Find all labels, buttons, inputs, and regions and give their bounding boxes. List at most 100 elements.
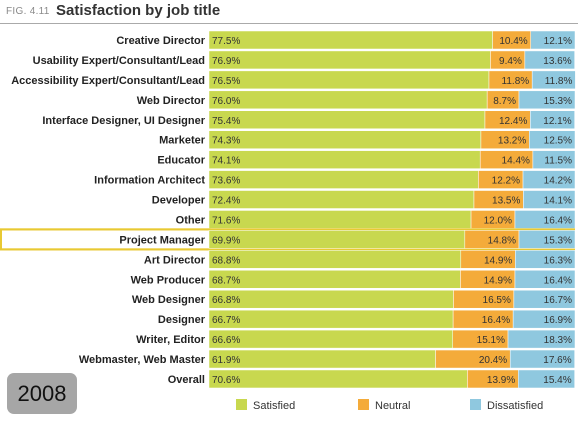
value-label-dissatisfied-overall: 15.4% (543, 375, 571, 386)
bar-satisfied-web-designer (208, 289, 454, 309)
figure-label: FIG. 4.11 (6, 6, 50, 17)
legend-swatch-satisfied (236, 399, 247, 410)
bar-dissatisfied-marketer (529, 130, 576, 149)
bar-satisfied-writer-editor (208, 329, 454, 349)
bar-satisfied-other (208, 210, 472, 229)
value-label-dissatisfied-art-director: 16.3% (544, 255, 572, 266)
value-label-neutral-interface-designer-ui-designer: 12.4% (499, 116, 527, 127)
category-label-interface-designer-ui-designer: Interface Designer, UI Designer (42, 115, 205, 127)
bar-dissatisfied-webmaster-web-master (509, 349, 575, 369)
value-label-satisfied-usability-expert-consultant-lead: 76.9% (212, 56, 240, 67)
bar-satisfied-creative-director (208, 30, 493, 50)
bar-dissatisfied-interface-designer-ui-designer (530, 110, 575, 130)
category-label-designer: Designer (158, 314, 206, 326)
value-label-neutral-web-designer: 16.5% (483, 295, 511, 306)
bar-satisfied-project-manager (208, 230, 466, 249)
bar-dissatisfied-web-director (518, 90, 576, 110)
value-label-satisfied-web-designer: 66.8% (212, 295, 240, 306)
category-label-webmaster-web-master: Webmaster, Web Master (79, 354, 206, 366)
value-label-dissatisfied-usability-expert-consultant-lead: 13.6% (543, 56, 571, 67)
legend-swatch-neutral (358, 399, 369, 410)
legend-label-neutral: Neutral (375, 400, 410, 412)
value-label-neutral-overall: 13.9% (487, 375, 515, 386)
value-label-dissatisfied-other: 16.4% (544, 215, 572, 226)
value-label-dissatisfied-creative-director: 12.1% (544, 36, 572, 47)
value-label-neutral-developer: 13.5% (492, 196, 520, 207)
bar-dissatisfied-art-director (515, 250, 576, 269)
value-label-neutral-web-director: 8.7% (493, 96, 516, 107)
value-label-neutral-creative-director: 10.4% (499, 36, 527, 47)
bar-satisfied-overall (208, 369, 468, 389)
header-divider (0, 23, 578, 24)
value-label-dissatisfied-webmaster-web-master: 17.6% (543, 355, 571, 366)
value-label-dissatisfied-interface-designer-ui-designer: 12.1% (543, 116, 571, 127)
year-badge: 2008 (7, 373, 77, 414)
category-label-educator: Educator (157, 155, 205, 167)
value-label-dissatisfied-information-architect: 14.2% (544, 176, 572, 187)
value-label-dissatisfied-web-designer: 16.7% (544, 295, 572, 306)
bar-satisfied-marketer (208, 130, 482, 149)
bar-dissatisfied-web-producer (514, 270, 576, 289)
legend-swatch-dissatisfied (470, 399, 481, 410)
bar-satisfied-interface-designer-ui-designer (208, 110, 486, 130)
value-label-satisfied-other: 71.6% (212, 215, 240, 226)
bar-satisfied-web-director (208, 90, 488, 110)
bar-satisfied-art-director (208, 250, 462, 269)
value-label-satisfied-interface-designer-ui-designer: 75.4% (212, 116, 240, 127)
value-label-neutral-web-producer: 14.9% (484, 275, 512, 286)
category-label-art-director: Art Director (144, 254, 206, 266)
bar-dissatisfied-project-manager (518, 230, 576, 249)
value-label-satisfied-web-director: 76.0% (212, 96, 240, 107)
value-label-satisfied-designer: 66.7% (212, 315, 240, 326)
value-label-neutral-project-manager: 14.8% (488, 235, 516, 246)
legend-label-dissatisfied: Dissatisfied (487, 400, 543, 412)
bar-dissatisfied-writer-editor (507, 329, 576, 349)
value-label-satisfied-art-director: 68.8% (212, 255, 240, 266)
value-label-neutral-writer-editor: 15.1% (477, 335, 505, 346)
value-label-satisfied-webmaster-web-master: 61.9% (212, 355, 240, 366)
category-label-developer: Developer (152, 195, 206, 207)
value-label-satisfied-developer: 72.4% (212, 196, 240, 207)
value-label-neutral-educator: 14.4% (502, 156, 530, 167)
bar-dissatisfied-overall (518, 369, 575, 389)
value-label-neutral-designer: 16.4% (482, 315, 510, 326)
value-label-satisfied-creative-director: 77.5% (212, 36, 240, 47)
value-label-dissatisfied-designer: 16.9% (544, 315, 572, 326)
value-label-dissatisfied-writer-editor: 18.3% (544, 335, 572, 346)
bar-satisfied-developer (208, 190, 475, 209)
value-label-dissatisfied-developer: 14.1% (544, 196, 572, 207)
value-label-satisfied-educator: 74.1% (212, 156, 240, 167)
bar-satisfied-information-architect (208, 170, 479, 189)
chart-header: FIG. 4.11 Satisfaction by job title (0, 0, 578, 26)
bar-dissatisfied-designer (512, 309, 576, 329)
value-label-dissatisfied-web-producer: 16.4% (544, 275, 572, 286)
value-label-satisfied-marketer: 74.3% (212, 136, 240, 147)
category-label-writer-editor: Writer, Editor (136, 334, 206, 346)
value-label-dissatisfied-web-director: 15.3% (544, 96, 572, 107)
value-label-satisfied-web-producer: 68.7% (212, 275, 240, 286)
bar-dissatisfied-creative-director (530, 30, 576, 50)
bar-satisfied-web-producer (208, 270, 461, 289)
bar-dissatisfied-web-designer (513, 289, 576, 309)
value-label-satisfied-project-manager: 69.9% (212, 235, 240, 246)
category-label-web-designer: Web Designer (132, 294, 206, 306)
category-label-web-producer: Web Producer (131, 274, 206, 286)
category-label-marketer: Marketer (159, 135, 206, 147)
value-label-dissatisfied-accessibility-expert-consultant-lead: 11.8% (545, 76, 573, 87)
category-label-other: Other (176, 214, 206, 226)
bar-satisfied-educator (208, 150, 481, 169)
value-label-neutral-webmaster-web-master: 20.4% (479, 355, 507, 366)
value-label-satisfied-information-architect: 73.6% (212, 176, 240, 187)
value-label-neutral-other: 12.0% (484, 215, 512, 226)
bar-satisfied-designer (208, 309, 454, 329)
bar-dissatisfied-developer (523, 190, 576, 209)
value-label-dissatisfied-marketer: 12.5% (544, 136, 572, 147)
category-label-web-director: Web Director (137, 95, 206, 107)
value-label-satisfied-writer-editor: 66.6% (212, 335, 240, 346)
legend-label-satisfied: Satisfied (253, 400, 295, 412)
bar-dissatisfied-educator (532, 150, 576, 169)
category-label-information-architect: Information Architect (94, 175, 205, 187)
value-label-neutral-marketer: 13.2% (498, 136, 526, 147)
bar-dissatisfied-usability-expert-consultant-lead (524, 50, 575, 70)
